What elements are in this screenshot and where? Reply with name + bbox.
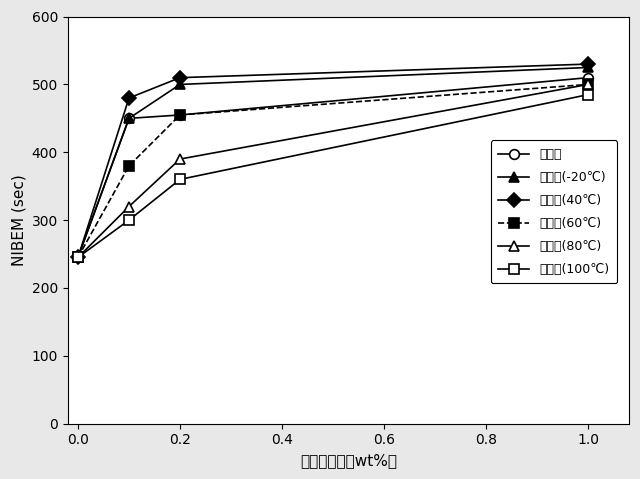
生酵母 bbox=[584, 75, 592, 80]
死酵母(100℃) bbox=[74, 254, 82, 260]
死酵母(-20℃) bbox=[74, 254, 82, 260]
Line: 死酵母(60℃): 死酵母(60℃) bbox=[73, 80, 593, 262]
死酵母(100℃) bbox=[176, 177, 184, 182]
生酵母 bbox=[125, 115, 133, 121]
死酵母(40℃) bbox=[584, 61, 592, 67]
Line: 死酵母(100℃): 死酵母(100℃) bbox=[73, 90, 593, 262]
死酵母(60℃) bbox=[74, 254, 82, 260]
死酵母(40℃) bbox=[74, 254, 82, 260]
Legend: 生酵母, 死酵母(-20℃), 死酵母(40℃), 死酵母(60℃), 死酵母(80℃), 死酵母(100℃): 生酵母, 死酵母(-20℃), 死酵母(40℃), 死酵母(60℃), 死酵母(… bbox=[491, 140, 617, 284]
Line: 生酵母: 生酵母 bbox=[73, 73, 593, 262]
Line: 死酵母(40℃): 死酵母(40℃) bbox=[73, 59, 593, 262]
Line: 死酵母(80℃): 死酵母(80℃) bbox=[73, 80, 593, 262]
Line: 死酵母(-20℃): 死酵母(-20℃) bbox=[73, 63, 593, 262]
死酵母(-20℃) bbox=[584, 65, 592, 70]
死酵母(-20℃) bbox=[176, 81, 184, 87]
生酵母 bbox=[176, 112, 184, 118]
死酵母(40℃) bbox=[125, 95, 133, 101]
死酵母(40℃) bbox=[176, 75, 184, 80]
生酵母 bbox=[74, 254, 82, 260]
死酵母(60℃) bbox=[176, 112, 184, 118]
死酵母(60℃) bbox=[125, 163, 133, 169]
死酵母(60℃) bbox=[584, 81, 592, 87]
死酵母(-20℃) bbox=[125, 115, 133, 121]
X-axis label: 酵母添加率（wt%）: 酵母添加率（wt%） bbox=[300, 453, 397, 468]
Y-axis label: NIBEM (sec): NIBEM (sec) bbox=[11, 174, 26, 266]
死酵母(80℃) bbox=[125, 204, 133, 209]
死酵母(80℃) bbox=[74, 254, 82, 260]
死酵母(100℃) bbox=[125, 217, 133, 223]
死酵母(100℃) bbox=[584, 92, 592, 98]
死酵母(80℃) bbox=[176, 156, 184, 162]
死酵母(80℃) bbox=[584, 81, 592, 87]
